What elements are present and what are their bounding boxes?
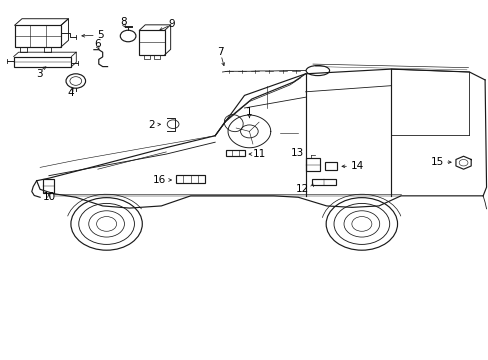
- Bar: [139, 30, 164, 55]
- Text: 5: 5: [97, 30, 103, 40]
- Bar: [15, 25, 61, 47]
- Text: 3: 3: [36, 69, 42, 79]
- Text: 11: 11: [253, 149, 266, 159]
- Text: 10: 10: [42, 192, 55, 202]
- Bar: [43, 179, 54, 193]
- Bar: [311, 179, 336, 185]
- Text: 13: 13: [290, 148, 304, 158]
- Text: 7: 7: [216, 47, 223, 57]
- Text: 12: 12: [295, 184, 308, 194]
- Text: 8: 8: [120, 17, 127, 27]
- Bar: [14, 57, 71, 67]
- Text: 1: 1: [245, 107, 252, 117]
- Text: 6: 6: [94, 39, 101, 49]
- Bar: [325, 162, 337, 170]
- Text: 16: 16: [153, 175, 166, 185]
- Text: 9: 9: [168, 19, 175, 29]
- Bar: [225, 150, 245, 156]
- Text: 15: 15: [430, 157, 443, 167]
- Text: 4: 4: [67, 88, 74, 98]
- Bar: [305, 158, 320, 171]
- Text: 2: 2: [148, 120, 155, 130]
- Bar: [176, 175, 205, 183]
- Text: 14: 14: [350, 161, 364, 171]
